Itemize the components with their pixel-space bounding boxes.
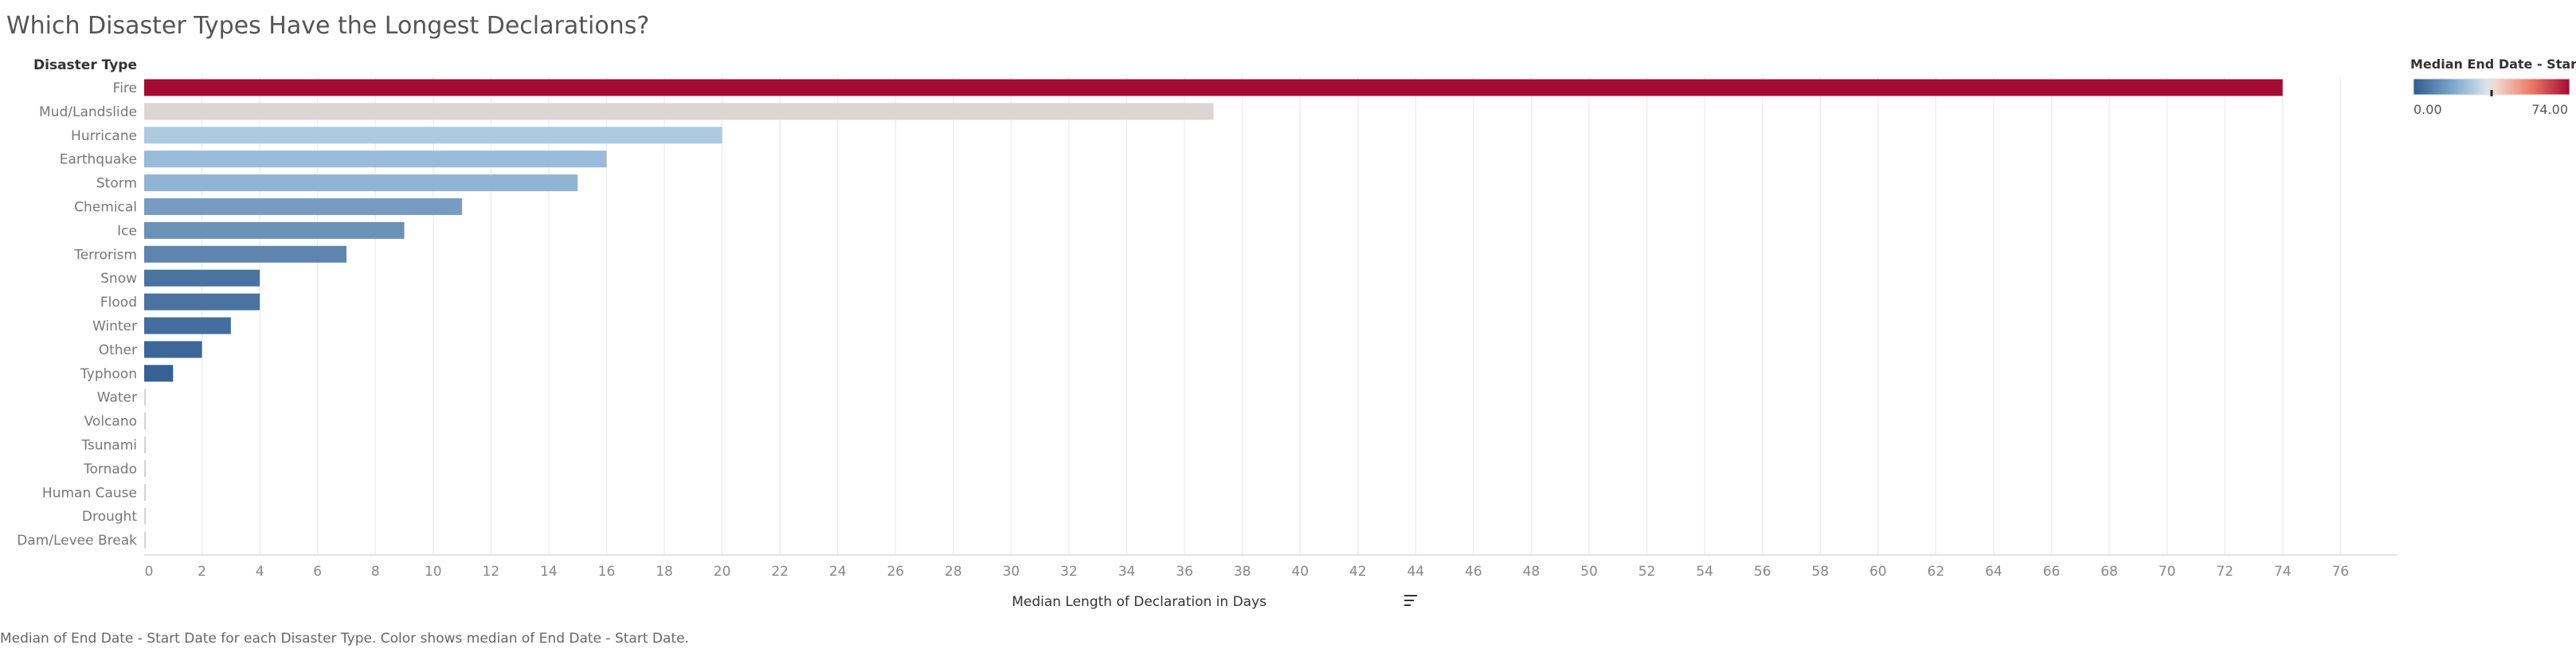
category-label: Tornado <box>83 461 137 477</box>
x-tick-label: 44 <box>1407 564 1424 580</box>
bar[interactable] <box>144 245 346 263</box>
x-tick-label: 16 <box>598 564 616 580</box>
category-label: Tsunami <box>80 438 137 454</box>
bar[interactable] <box>144 317 231 334</box>
bar[interactable] <box>144 507 146 525</box>
bar[interactable] <box>144 459 146 477</box>
category-label: Ice <box>117 223 137 239</box>
bar[interactable] <box>144 79 2283 96</box>
x-tick-label: 20 <box>714 564 731 580</box>
bar[interactable] <box>144 269 260 287</box>
chart-title: Which Disaster Types Have the Longest De… <box>6 12 649 40</box>
bar[interactable] <box>144 221 405 239</box>
bar[interactable] <box>144 293 260 311</box>
x-tick-label: 46 <box>1465 564 1482 580</box>
chart-caption: Median of End Date - Start Date for each… <box>0 631 689 647</box>
x-tick-label: 40 <box>1291 564 1309 580</box>
x-tick-label: 58 <box>1811 564 1829 580</box>
x-tick-label: 36 <box>1176 564 1193 580</box>
bar[interactable] <box>144 531 146 549</box>
category-label: Terrorism <box>73 247 137 263</box>
x-tick-label: 72 <box>2216 564 2233 580</box>
category-label: Winter <box>92 319 137 334</box>
legend-title: Median End Date - Star.. <box>2410 57 2576 72</box>
x-axis-title: Median Length of Declaration in Days <box>1012 594 1266 610</box>
x-tick-label: 10 <box>425 564 442 580</box>
x-tick-label: 26 <box>887 564 904 580</box>
x-tick-label: 18 <box>656 564 673 580</box>
bar[interactable] <box>144 127 722 144</box>
category-label: Mud/Landslide <box>39 104 137 120</box>
legend-max-label: 74.00 <box>2531 102 2568 117</box>
category-label: Hurricane <box>71 128 137 144</box>
bar[interactable] <box>144 174 578 192</box>
x-tick-label: 76 <box>2331 564 2349 580</box>
category-labels: Fire Mud/Landslide Hurricane Earthquake Stor… <box>17 80 137 549</box>
x-tick-label: 42 <box>1349 564 1367 580</box>
x-tick-label: 14 <box>540 564 558 580</box>
category-label: Drought <box>82 509 137 525</box>
x-tick-labels: 0 2 4 6 8 10 12 14 16 18 20 22 24 26 28 30 32 34 36 38 40 42 4… <box>145 564 2350 580</box>
bar[interactable] <box>144 341 202 358</box>
color-legend: Median End Date - Star.. 0.00 74.00 <box>2410 57 2576 117</box>
x-tick-label: 56 <box>1754 564 1771 580</box>
x-tick-label: 2 <box>198 564 206 580</box>
x-tick-label: 66 <box>2043 564 2061 580</box>
x-tick-label: 22 <box>771 564 789 580</box>
category-label: Storm <box>96 176 137 192</box>
x-tick-label: 38 <box>1234 564 1251 580</box>
x-tick-label: 52 <box>1638 564 1656 580</box>
bar[interactable] <box>144 103 1214 120</box>
x-tick-label: 8 <box>371 564 380 580</box>
category-label: Earthquake <box>60 152 137 168</box>
x-tick-label: 62 <box>1928 564 1945 580</box>
bars <box>144 79 2283 549</box>
legend-min-label: 0.00 <box>2414 102 2442 117</box>
category-label: Chemical <box>74 200 137 216</box>
bar[interactable] <box>144 436 146 453</box>
x-tick-label: 32 <box>1060 564 1078 580</box>
category-label: Volcano <box>84 414 137 430</box>
bar[interactable] <box>144 198 463 215</box>
x-tick-label: 24 <box>829 564 847 580</box>
x-tick-label: 34 <box>1118 564 1136 580</box>
bar[interactable] <box>144 365 174 382</box>
x-tick-label: 0 <box>145 564 154 580</box>
x-tick-label: 70 <box>2159 564 2176 580</box>
category-label: Snow <box>100 271 137 287</box>
x-tick-label: 54 <box>1696 564 1713 580</box>
x-tick-label: 28 <box>945 564 962 580</box>
x-tick-label: 50 <box>1580 564 1598 580</box>
category-label: Other <box>99 342 137 358</box>
sort-icon[interactable] <box>1404 595 1417 606</box>
x-tick-label: 68 <box>2100 564 2118 580</box>
x-tick-label: 64 <box>1985 564 2002 580</box>
category-label: Flood <box>100 295 137 311</box>
category-label: Human Cause <box>42 485 137 501</box>
bar[interactable] <box>144 389 146 406</box>
x-tick-label: 48 <box>1523 564 1541 580</box>
x-tick-label: 12 <box>483 564 500 580</box>
x-tick-label: 74 <box>2274 564 2292 580</box>
x-tick-label: 60 <box>1869 564 1887 580</box>
category-label: Fire <box>113 80 137 96</box>
category-label: Water <box>97 390 137 406</box>
bar[interactable] <box>144 151 607 168</box>
category-label: Dam/Levee Break <box>17 533 137 549</box>
x-tick-label: 4 <box>256 564 264 580</box>
row-header: Disaster Type <box>33 57 137 73</box>
bar[interactable] <box>144 412 146 430</box>
x-tick-label: 30 <box>1003 564 1020 580</box>
bar[interactable] <box>144 483 146 501</box>
gridlines <box>201 76 2342 555</box>
category-label: Typhoon <box>80 366 137 382</box>
x-tick-label: 6 <box>313 564 322 580</box>
